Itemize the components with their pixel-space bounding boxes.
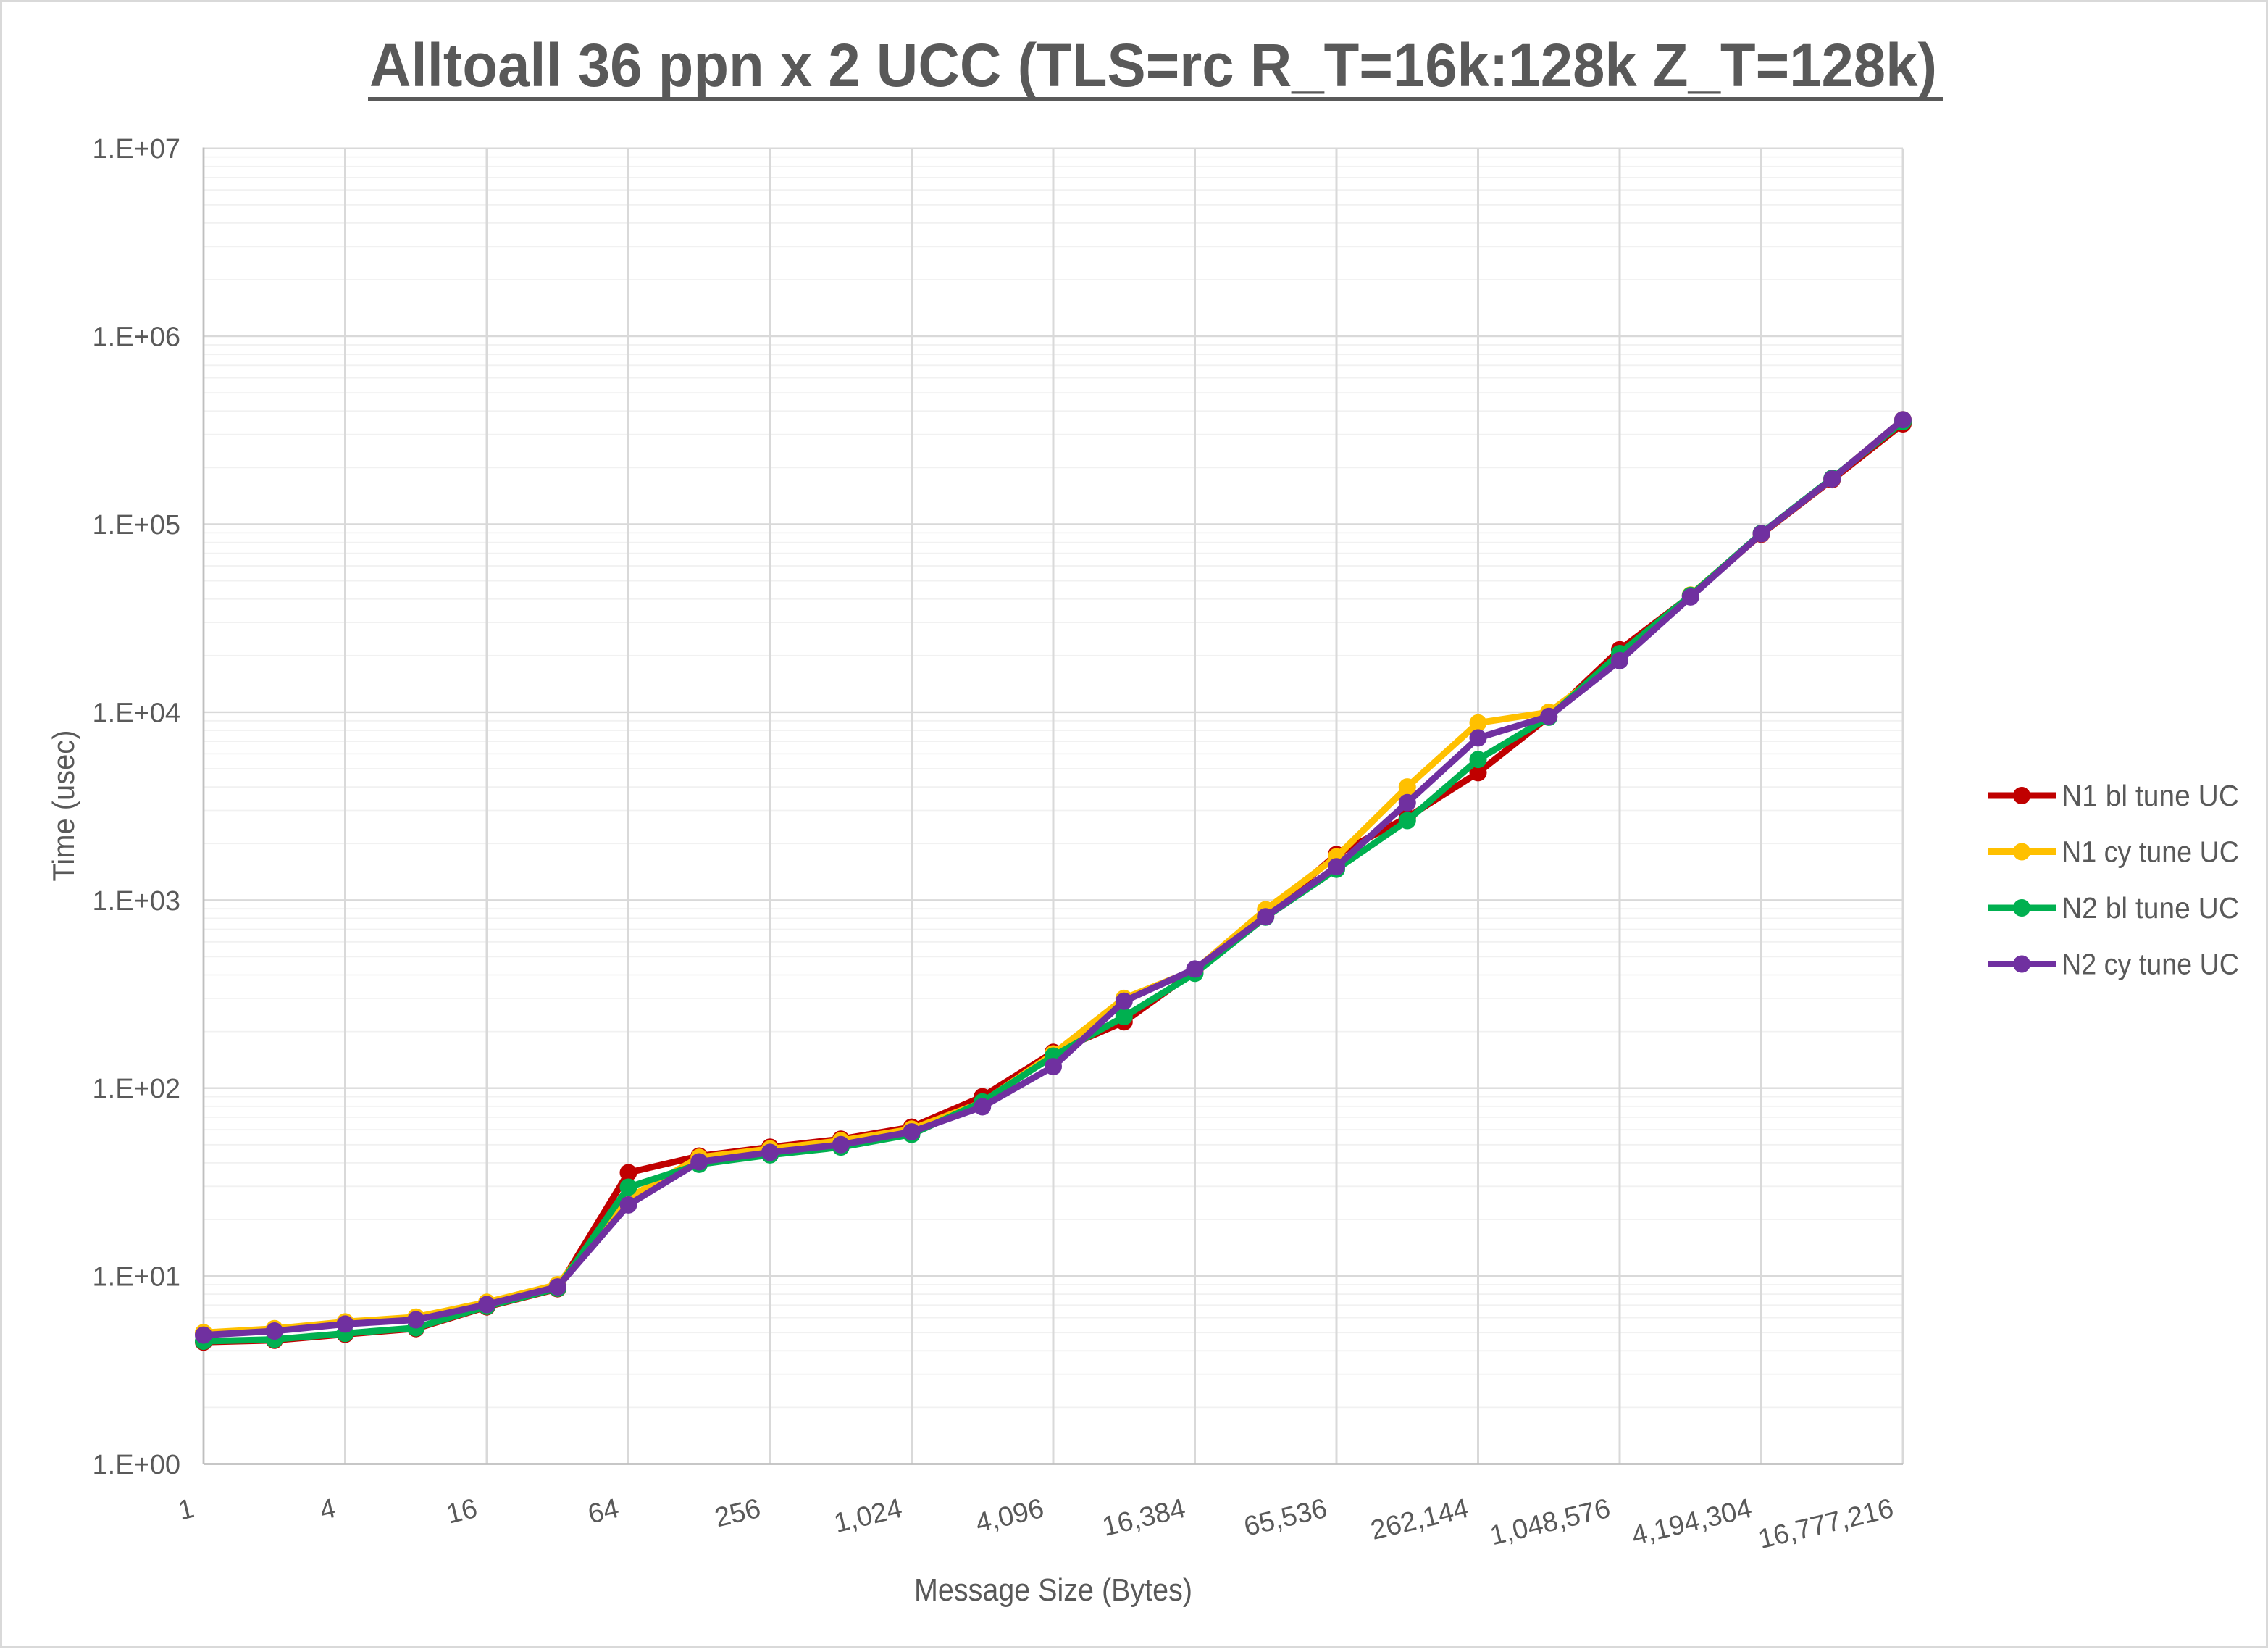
svg-text:1.E+02: 1.E+02	[93, 1074, 181, 1104]
svg-text:1.E+07: 1.E+07	[93, 134, 181, 164]
svg-text:N2 cy tune UC: N2 cy tune UC	[2062, 948, 2239, 981]
svg-text:1.E+04: 1.E+04	[93, 698, 181, 728]
svg-text:N1 bl tune UC: N1 bl tune UC	[2062, 779, 2239, 812]
svg-text:1.E+00: 1.E+00	[93, 1450, 181, 1480]
svg-text:1.E+03: 1.E+03	[93, 886, 181, 917]
svg-text:1.E+05: 1.E+05	[93, 510, 181, 541]
svg-text:1.E+01: 1.E+01	[93, 1262, 181, 1293]
svg-text:N2 bl tune UC: N2 bl tune UC	[2062, 891, 2239, 925]
svg-text:16: 16	[443, 1493, 480, 1530]
svg-text:Time (usec): Time (usec)	[46, 730, 80, 882]
svg-text:1.E+06: 1.E+06	[93, 322, 181, 353]
svg-text:N1 cy tune UC: N1 cy tune UC	[2062, 835, 2239, 869]
svg-text:Message Size (Bytes): Message Size (Bytes)	[914, 1572, 1192, 1608]
svg-text:64: 64	[585, 1493, 622, 1530]
svg-text:Alltoall 36 ppn x 2 UCC (TLS=r: Alltoall 36 ppn x 2 UCC (TLS=rc R_T=16k:…	[369, 31, 1937, 99]
